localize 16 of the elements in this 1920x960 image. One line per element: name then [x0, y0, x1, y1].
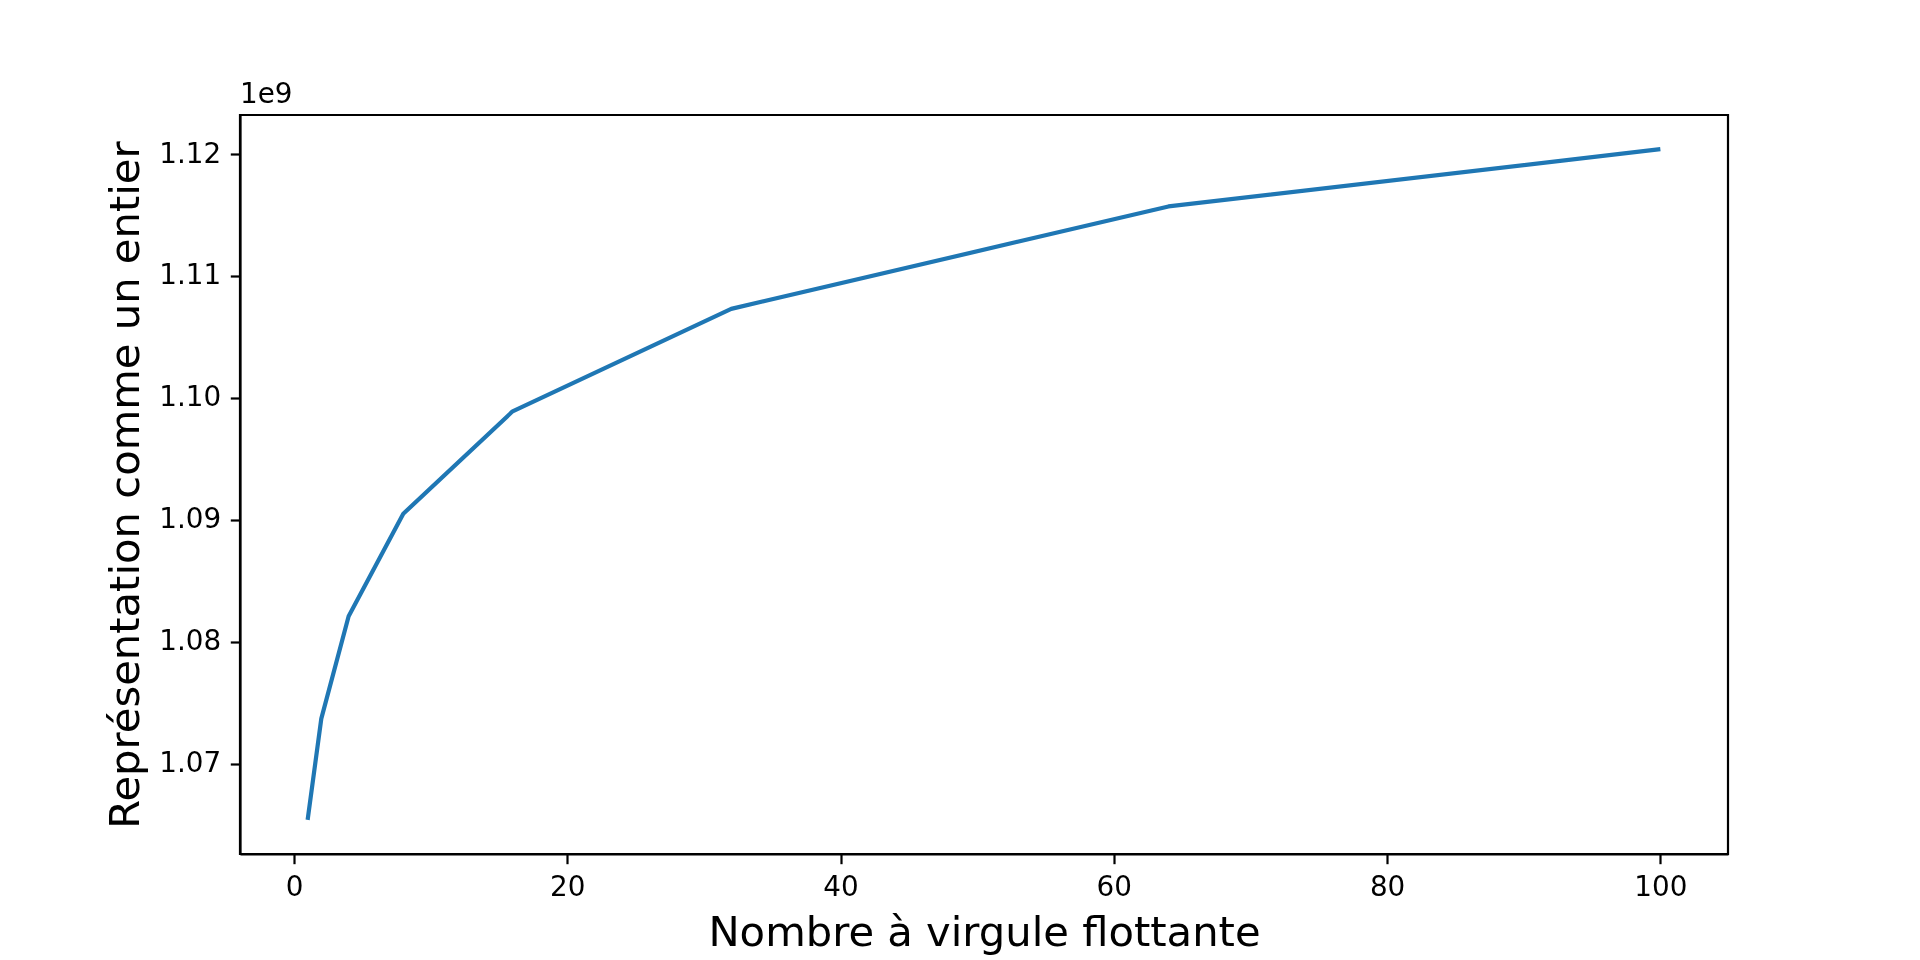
x-tick-label: 80: [1369, 869, 1406, 903]
text: 1e9: [240, 77, 293, 110]
y-tick-label: 1.12: [159, 136, 222, 170]
x-tick-label: 60: [1096, 869, 1132, 903]
y-tick-label: 1.09: [159, 502, 222, 536]
x-tick-label: 100: [1634, 869, 1688, 903]
x-tick-label: 40: [823, 869, 859, 903]
y-tick-label: 1.07: [159, 746, 222, 780]
line-series: [305, 147, 1663, 822]
x-tick-label: 20: [550, 869, 586, 903]
y-axis-title: Représentation comme un entier: [100, 140, 150, 829]
y-tick-label: 1.11: [159, 258, 222, 292]
y-tick-label: 1.08: [159, 624, 222, 658]
x-axis-title: Nombre à virgule flottante: [708, 906, 1261, 956]
x-tick-label: 0: [285, 869, 304, 903]
y-tick-label: 1.10: [159, 380, 222, 414]
